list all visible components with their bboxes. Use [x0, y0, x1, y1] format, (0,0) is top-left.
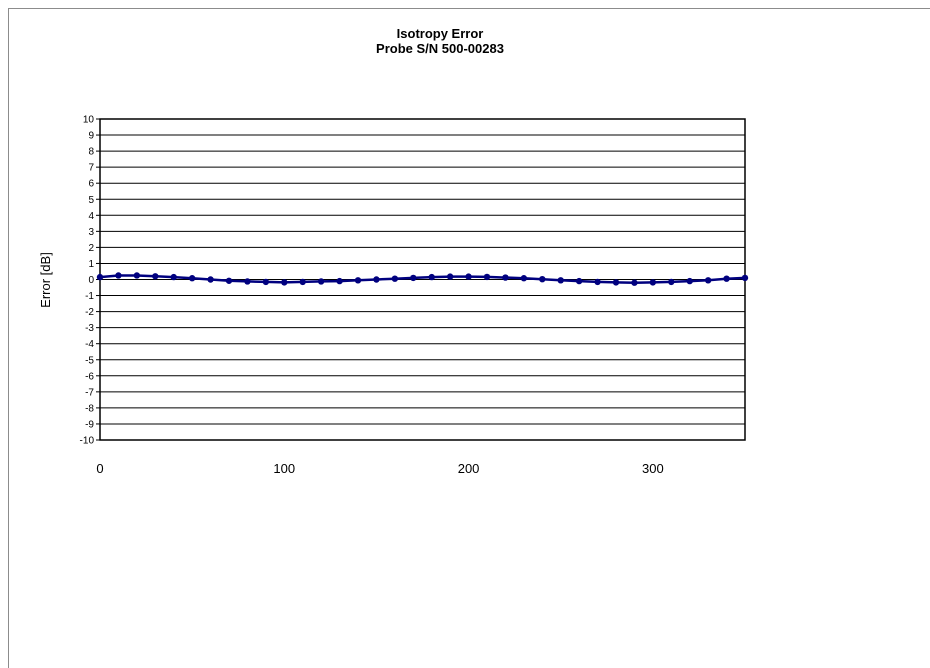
y-tick-label: -5	[85, 355, 94, 366]
data-point	[336, 277, 343, 285]
chart-frame	[8, 8, 930, 668]
y-tick-label: 2	[88, 243, 94, 254]
y-tick-label: -2	[85, 307, 94, 318]
y-tick-label: -4	[85, 339, 94, 350]
data-point	[594, 278, 601, 286]
chart-title: Isotropy Error	[396, 26, 484, 41]
y-tick-label: 3	[88, 227, 94, 238]
data-point	[373, 276, 380, 283]
data-point	[188, 275, 196, 282]
y-tick-label: -3	[85, 323, 94, 334]
data-point	[557, 277, 564, 284]
y-tick-label: 1	[88, 259, 94, 270]
data-point	[539, 275, 546, 283]
data-point	[723, 275, 730, 282]
y-tick-label: 6	[88, 179, 94, 190]
y-tick-label: 0	[88, 275, 94, 286]
data-point	[354, 277, 362, 284]
y-tick-label: 10	[83, 115, 95, 126]
data-point	[631, 279, 638, 286]
y-tick-label: 9	[88, 131, 94, 142]
data-point	[391, 275, 399, 282]
data-point	[96, 273, 104, 281]
data-point	[575, 277, 583, 285]
data-point	[170, 273, 177, 281]
data-point	[612, 279, 620, 286]
data-point	[686, 277, 693, 285]
data-point	[483, 273, 491, 281]
y-tick-label: 7	[88, 163, 94, 174]
data-point	[410, 274, 417, 282]
y-tick-label: 8	[88, 147, 94, 158]
data-point	[244, 278, 251, 285]
data-point	[317, 278, 325, 285]
chart-title-block: Isotropy Error Probe S/N 500-00283	[265, 26, 615, 56]
x-tick-label: 200	[458, 461, 480, 476]
y-tick-label: -1	[85, 291, 94, 302]
data-point	[152, 273, 159, 280]
y-tick-label: -10	[80, 436, 95, 447]
y-tick-label: -9	[85, 419, 94, 430]
data-point	[446, 273, 454, 280]
data-point	[299, 278, 306, 286]
x-tick-label: 0	[96, 461, 103, 476]
data-point	[465, 273, 472, 280]
data-point	[207, 276, 214, 283]
data-point	[520, 275, 528, 282]
data-point	[133, 272, 141, 279]
x-tick-label: 300	[642, 461, 664, 476]
data-point	[704, 277, 712, 284]
y-tick-label: -6	[85, 371, 94, 382]
data-point	[262, 278, 270, 286]
data-point	[649, 279, 657, 286]
y-tick-label: 5	[88, 195, 94, 206]
chart-subtitle: Probe S/N 500-00283	[376, 41, 504, 56]
series-layer	[96, 272, 749, 286]
x-tick-labels: 0 100 200 300	[96, 461, 663, 476]
y-tick-label: -7	[85, 387, 94, 398]
x-tick-label: 100	[273, 461, 295, 476]
data-point	[225, 277, 233, 284]
data-point	[115, 272, 122, 279]
y-tick-label: 4	[88, 211, 94, 222]
data-point	[502, 274, 509, 281]
data-point	[741, 274, 749, 282]
data-point	[428, 273, 435, 281]
data-point	[281, 279, 288, 286]
y-axis-label: Error [dB]	[38, 252, 53, 308]
y-tick-label: -8	[85, 403, 94, 414]
data-point	[668, 278, 675, 286]
